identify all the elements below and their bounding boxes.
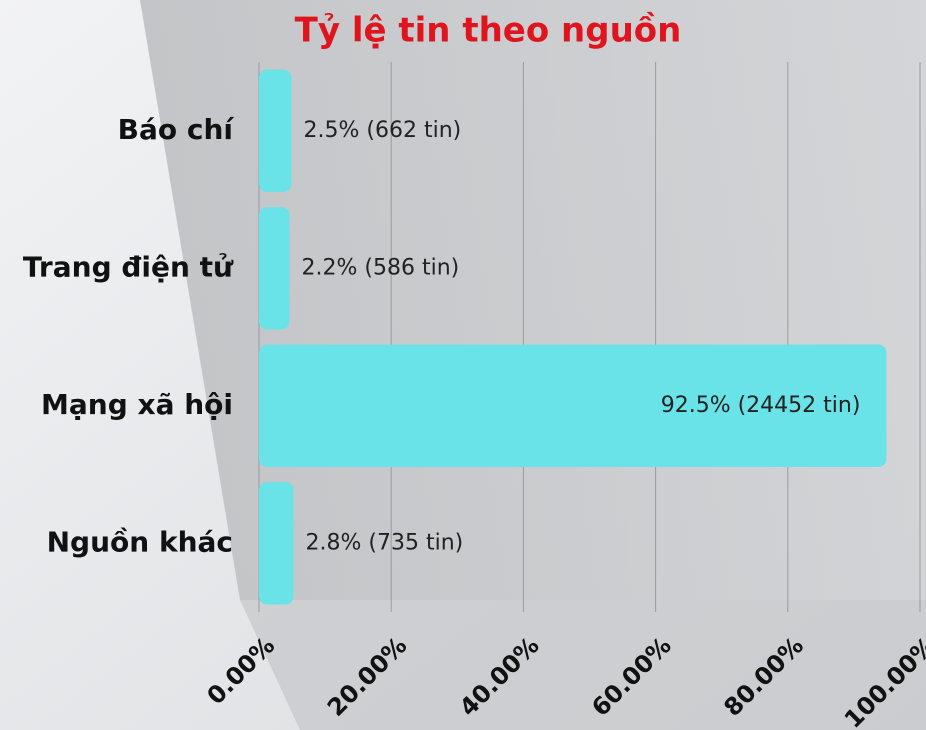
y-tick-label: Trang điện tử [23, 250, 234, 283]
y-tick-label: Mạng xã hội [41, 388, 233, 421]
bar [259, 344, 887, 467]
value-label: 2.8% (735 tin) [306, 530, 464, 555]
y-tick-label: Nguồn khác [47, 525, 233, 558]
bar [259, 207, 290, 330]
chart-title: Tỷ lệ tin theo nguồn [295, 11, 682, 51]
y-tick-label: Báo chí [118, 113, 235, 146]
laptop-screen [140, 0, 926, 600]
bar [259, 69, 292, 192]
laptop-keyboard [240, 600, 926, 730]
value-label: 2.5% (662 tin) [304, 118, 462, 143]
value-label: 2.2% (586 tin) [302, 255, 460, 280]
bar [259, 482, 294, 605]
value-label: 92.5% (24452 tin) [661, 393, 861, 418]
